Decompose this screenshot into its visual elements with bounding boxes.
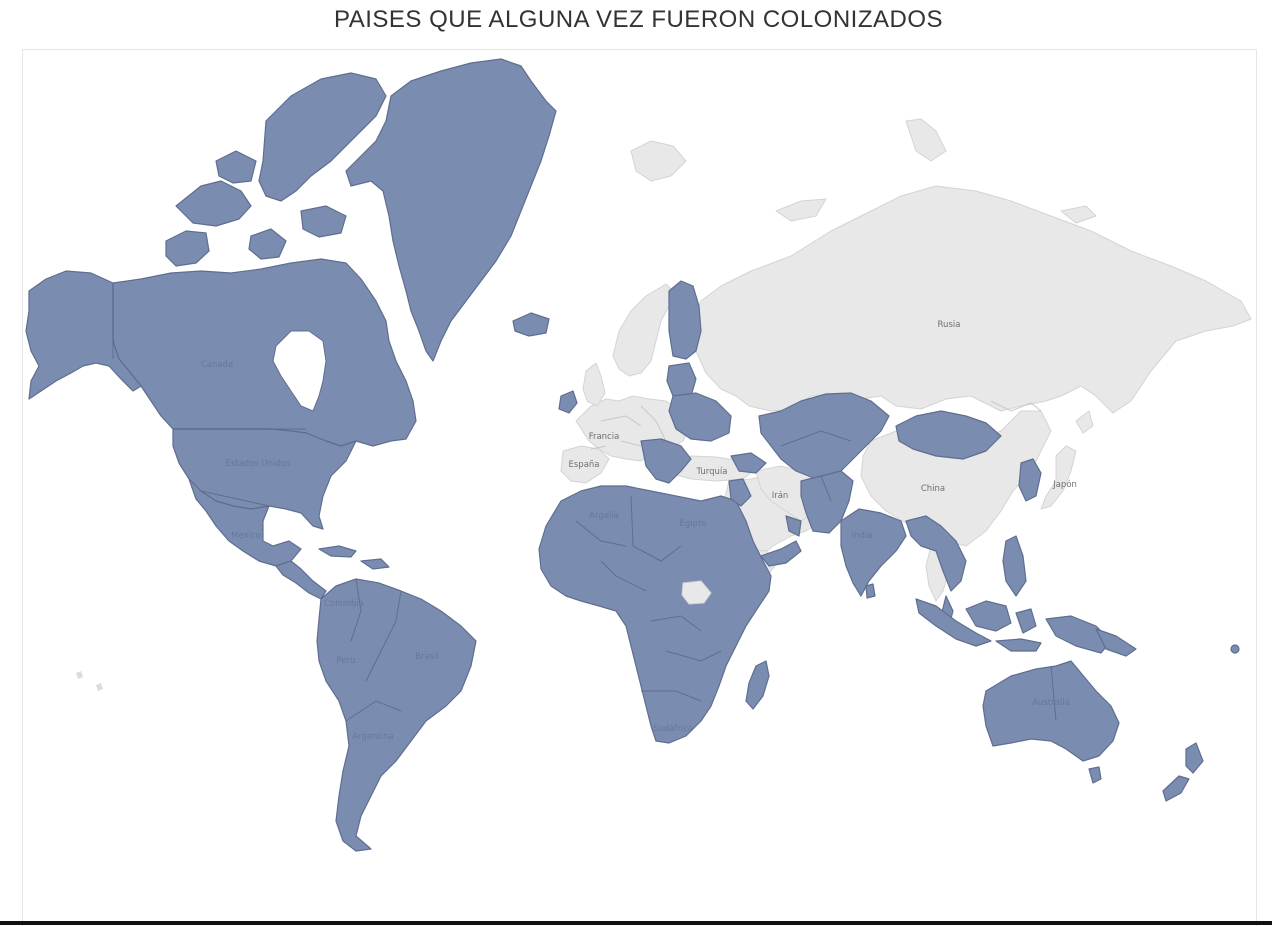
region-indonesia[interactable] <box>915 598 1112 654</box>
region-caucasus[interactable] <box>730 452 767 474</box>
region-hudson-bay <box>272 330 327 412</box>
label-egipto: Egipto <box>679 519 706 529</box>
region-mexico[interactable] <box>188 478 302 567</box>
label-argelia: Argelia <box>589 511 619 521</box>
region-baltics[interactable] <box>666 362 697 397</box>
label-colombia: Colombia <box>324 599 364 609</box>
label-francia: Francia <box>589 432 620 442</box>
label-australia: Australia <box>1032 698 1070 708</box>
label-iran: Irán <box>772 491 789 501</box>
label-peru: Peru <box>337 656 356 666</box>
label-rusia: Rusia <box>938 320 961 330</box>
region-russia[interactable] <box>690 185 1252 414</box>
region-india[interactable] <box>840 508 907 597</box>
region-svalbard <box>630 140 687 182</box>
region-tasmania[interactable] <box>1088 766 1102 784</box>
label-espana: España <box>569 460 600 470</box>
label-turquia: Turquía <box>696 467 728 477</box>
region-madagascar[interactable] <box>745 660 770 710</box>
region-sri-lanka[interactable] <box>865 583 876 599</box>
label-japon: Japón <box>1052 479 1077 490</box>
region-papua[interactable] <box>1095 628 1137 657</box>
region-south-sudan-top[interactable] <box>681 580 712 605</box>
label-usa: Estados Unidos <box>225 459 291 469</box>
region-hawaii <box>76 671 103 691</box>
label-sudafrica: Sudáfrica <box>653 724 693 734</box>
label-brasil: Brasil <box>415 652 439 662</box>
label-india: India <box>852 531 873 541</box>
region-canada[interactable] <box>112 258 417 447</box>
region-mongolia[interactable] <box>895 410 1002 460</box>
region-alaska[interactable] <box>25 270 142 400</box>
region-ireland[interactable] <box>558 390 578 414</box>
region-scandinavia[interactable] <box>612 283 674 377</box>
region-philippines[interactable] <box>1002 535 1027 597</box>
region-japan[interactable] <box>1040 410 1094 510</box>
region-australia[interactable] <box>982 660 1120 762</box>
label-argentina: Argentina <box>352 732 393 742</box>
region-caribbean[interactable] <box>318 545 390 570</box>
region-africa[interactable] <box>538 485 772 744</box>
page-title: PAISES QUE ALGUNA VEZ FUERON COLONIZADOS <box>333 6 944 33</box>
region-central-asia[interactable] <box>758 392 890 480</box>
label-china: China <box>921 484 945 494</box>
region-greenland[interactable] <box>345 58 557 362</box>
region-balkans[interactable] <box>640 438 692 484</box>
region-uk[interactable] <box>582 362 606 407</box>
region-south-america[interactable] <box>316 578 477 852</box>
region-levant[interactable] <box>728 478 752 507</box>
region-finland[interactable] <box>668 280 702 360</box>
region-ukraine-belarus[interactable] <box>668 392 732 442</box>
region-yemen-oman[interactable] <box>760 515 802 567</box>
region-iberia[interactable] <box>560 445 610 484</box>
world-map[interactable]: Canada Estados Unidos Mexico Colombia Pe… <box>22 49 1257 926</box>
region-pacific-island[interactable] <box>1230 644 1240 654</box>
world-map-svg[interactable]: Canada Estados Unidos Mexico Colombia Pe… <box>23 50 1256 926</box>
region-iceland[interactable] <box>512 312 550 337</box>
bottom-divider <box>0 921 1272 925</box>
label-mexico: Mexico <box>231 531 261 541</box>
region-new-zealand[interactable] <box>1162 742 1204 802</box>
region-korea[interactable] <box>1018 458 1042 502</box>
region-russia-arctic-islands <box>775 118 1097 224</box>
region-central-america[interactable] <box>275 560 327 600</box>
label-canada: Canada <box>201 360 233 370</box>
region-canada-arctic-islands[interactable] <box>165 72 387 267</box>
